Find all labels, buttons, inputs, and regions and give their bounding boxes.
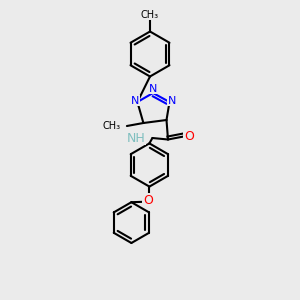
Text: O: O — [184, 130, 194, 143]
Text: NH: NH — [127, 131, 146, 145]
Text: CH₃: CH₃ — [102, 121, 120, 131]
Text: CH₃: CH₃ — [141, 10, 159, 20]
Text: N: N — [168, 95, 176, 106]
Text: N: N — [149, 83, 157, 94]
Text: O: O — [143, 194, 153, 207]
Text: N: N — [131, 95, 139, 106]
